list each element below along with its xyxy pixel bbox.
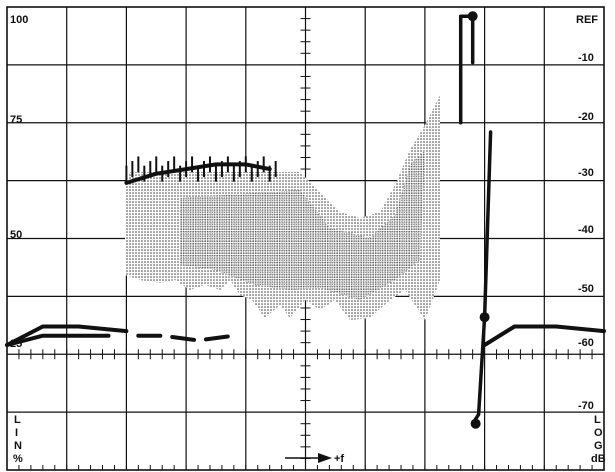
right-tick-40: -40 <box>578 224 594 236</box>
right-tick-60: -60 <box>578 337 594 349</box>
log-label-g: G <box>594 440 603 452</box>
right-tick-70: -70 <box>578 400 594 412</box>
trace-series-5 <box>482 324 606 347</box>
spike-top-dot <box>467 11 478 22</box>
log-label-db: dB <box>591 453 606 465</box>
noise-fill-region <box>125 95 440 320</box>
right-scale: REF -10 -20 -30 -40 -50 -60 -70 L O G dB <box>576 14 606 465</box>
log-label-o: O <box>594 427 603 439</box>
trace-series-1 <box>5 333 111 347</box>
right-tick-50: -50 <box>578 283 594 295</box>
trace-series-3 <box>124 162 272 185</box>
frequency-arrow: +f <box>285 453 344 465</box>
right-tick-20: -20 <box>578 111 594 123</box>
trace-series-4 <box>458 14 475 125</box>
lin-label-l: L <box>14 414 21 426</box>
center-minor-ticks <box>6 6 605 471</box>
freq-label: +f <box>334 453 344 465</box>
left-tick-50: 50 <box>10 229 22 241</box>
left-tick-100: 100 <box>10 14 28 26</box>
left-scale: 100 75 50 25 L I N % <box>10 14 28 465</box>
right-tick-30: -30 <box>578 167 594 179</box>
trace-series-2 <box>136 333 236 343</box>
lin-label-i: I <box>15 427 18 439</box>
lin-label-pct: % <box>13 453 23 465</box>
right-tick-10: -10 <box>578 52 594 64</box>
spike-bottom-dot <box>470 418 481 429</box>
trace-group <box>5 11 606 429</box>
spike-mid-dot <box>479 312 490 323</box>
right-tick-ref: REF <box>576 14 598 26</box>
left-tick-75: 75 <box>10 114 22 126</box>
log-label-l: L <box>594 414 601 426</box>
trace-series-0 <box>5 324 129 347</box>
lin-label-n: N <box>14 440 22 452</box>
trace-series-6 <box>470 130 493 426</box>
